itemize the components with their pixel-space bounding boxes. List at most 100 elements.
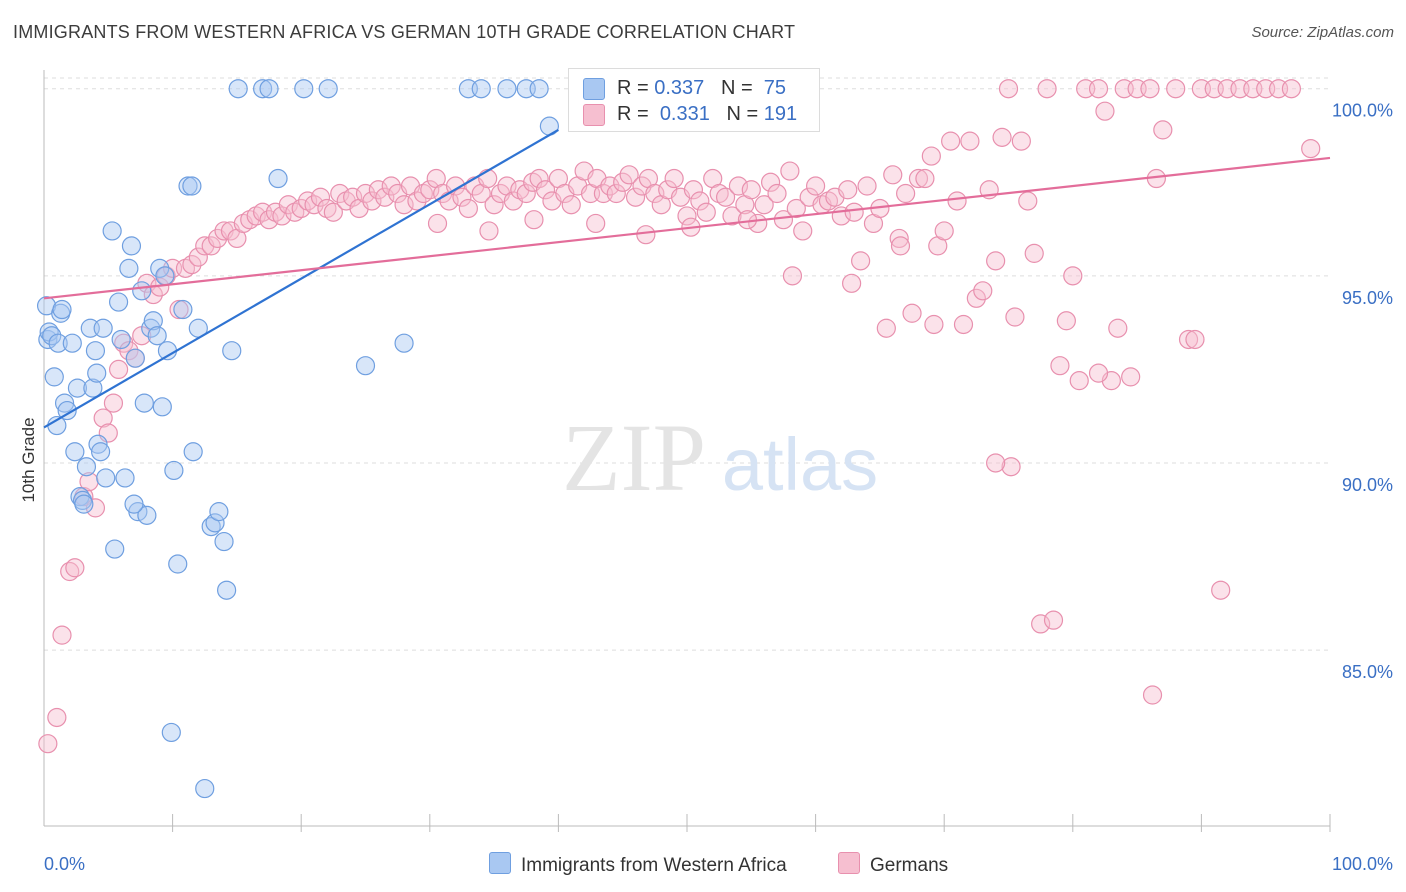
point-germans — [844, 202, 864, 222]
point-germans — [1001, 457, 1021, 477]
point-western-africa — [141, 318, 161, 338]
point-germans — [529, 168, 549, 189]
point-germans — [1005, 307, 1025, 327]
bottom-legend-label: Germans — [870, 855, 949, 876]
point-germans — [355, 183, 376, 204]
point-germans — [1301, 138, 1321, 159]
legend-box: R = 0.337 N = 75 R = 0.331 N = 191 — [568, 68, 820, 132]
point-western-africa — [111, 329, 131, 350]
bottom-legend-swatch-blue — [489, 852, 511, 874]
point-germans — [47, 707, 67, 728]
point-germans — [1063, 266, 1083, 286]
point-germans — [838, 180, 858, 200]
point-western-africa — [355, 356, 376, 376]
point-germans — [1088, 79, 1109, 99]
point-germans — [1153, 120, 1173, 140]
point-western-africa — [65, 442, 85, 462]
point-germans — [896, 183, 916, 204]
point-germans — [966, 288, 986, 308]
point-western-africa — [161, 722, 181, 743]
point-western-africa — [471, 79, 491, 99]
watermark-atlas: atlas — [722, 423, 878, 506]
point-germans — [636, 225, 656, 245]
point-western-africa — [125, 348, 145, 368]
point-germans — [516, 183, 536, 204]
point-germans — [953, 314, 974, 335]
legend-r-label: R = — [617, 103, 649, 125]
legend-r-value: 0.337 — [654, 77, 705, 99]
point-germans — [857, 176, 877, 196]
point-western-africa — [67, 378, 88, 398]
point-germans — [310, 187, 331, 207]
legend-n-value: 75 — [763, 77, 787, 99]
point-germans — [934, 221, 954, 241]
point-germans — [407, 191, 427, 211]
point-western-africa — [168, 554, 188, 574]
point-germans — [767, 183, 787, 204]
point-germans — [445, 176, 466, 196]
point-western-africa — [48, 333, 68, 353]
point-germans — [394, 195, 414, 215]
point-germans — [722, 206, 742, 226]
point-germans — [1108, 318, 1128, 338]
point-western-africa — [173, 299, 193, 320]
point-western-africa — [108, 292, 129, 312]
bottom-legend-western-africa: Immigrants from Western Africa — [489, 852, 787, 877]
point-western-africa — [121, 236, 142, 256]
point-germans — [103, 393, 124, 413]
point-germans — [188, 247, 208, 267]
point-western-africa — [74, 494, 94, 514]
point-western-africa — [147, 326, 167, 346]
tick-labels: 85.0% 90.0% 95.0% 100.0% 0.0% 100.0% — [44, 101, 1393, 874]
legend-n-value: 191 — [763, 103, 798, 125]
point-germans — [1088, 363, 1109, 383]
point-germans — [38, 734, 58, 754]
x-tick-label-min: 0.0% — [44, 854, 85, 874]
x-tick-label-max: 100.0% — [1332, 854, 1393, 874]
point-germans — [1018, 191, 1038, 211]
point-western-africa — [253, 79, 273, 99]
point-western-africa — [195, 778, 215, 799]
point-germans — [272, 206, 292, 226]
point-germans — [1281, 79, 1302, 99]
point-western-africa — [62, 333, 82, 353]
point-germans — [902, 303, 922, 323]
point-western-africa — [137, 505, 157, 525]
bottom-legend-swatch-pink — [838, 852, 860, 874]
point-germans — [973, 281, 993, 301]
point-germans — [786, 198, 806, 219]
point-germans — [478, 168, 498, 189]
watermark-zip: ZIP — [562, 404, 706, 511]
bottom-legend-label: Immigrants from Western Africa — [521, 855, 787, 876]
point-germans — [921, 146, 941, 166]
point-germans — [60, 561, 80, 582]
point-western-africa — [124, 494, 144, 514]
axes — [43, 70, 1331, 832]
point-germans — [368, 180, 388, 200]
point-germans — [924, 314, 944, 335]
point-western-africa — [76, 457, 97, 477]
point-germans — [947, 191, 967, 211]
point-western-africa — [93, 318, 113, 338]
point-germans — [890, 236, 911, 256]
point-germans — [986, 453, 1006, 473]
point-germans — [479, 221, 499, 241]
legend-r-value: 0.331 — [659, 103, 710, 125]
point-germans — [842, 273, 862, 293]
point-germans — [586, 213, 606, 234]
data-points — [36, 79, 1321, 799]
point-western-africa — [152, 397, 172, 417]
point-western-africa — [132, 281, 152, 301]
point-western-africa — [164, 460, 184, 481]
point-germans — [362, 191, 382, 211]
point-germans — [182, 255, 202, 275]
point-germans — [381, 176, 401, 196]
point-germans — [992, 127, 1012, 147]
point-germans — [625, 187, 646, 207]
point-germans — [52, 625, 72, 645]
y-axis-label: 10th Grade — [19, 417, 38, 502]
point-germans — [741, 180, 761, 200]
point-germans — [1121, 367, 1141, 387]
point-germans — [889, 228, 909, 249]
point-germans — [1142, 685, 1163, 705]
